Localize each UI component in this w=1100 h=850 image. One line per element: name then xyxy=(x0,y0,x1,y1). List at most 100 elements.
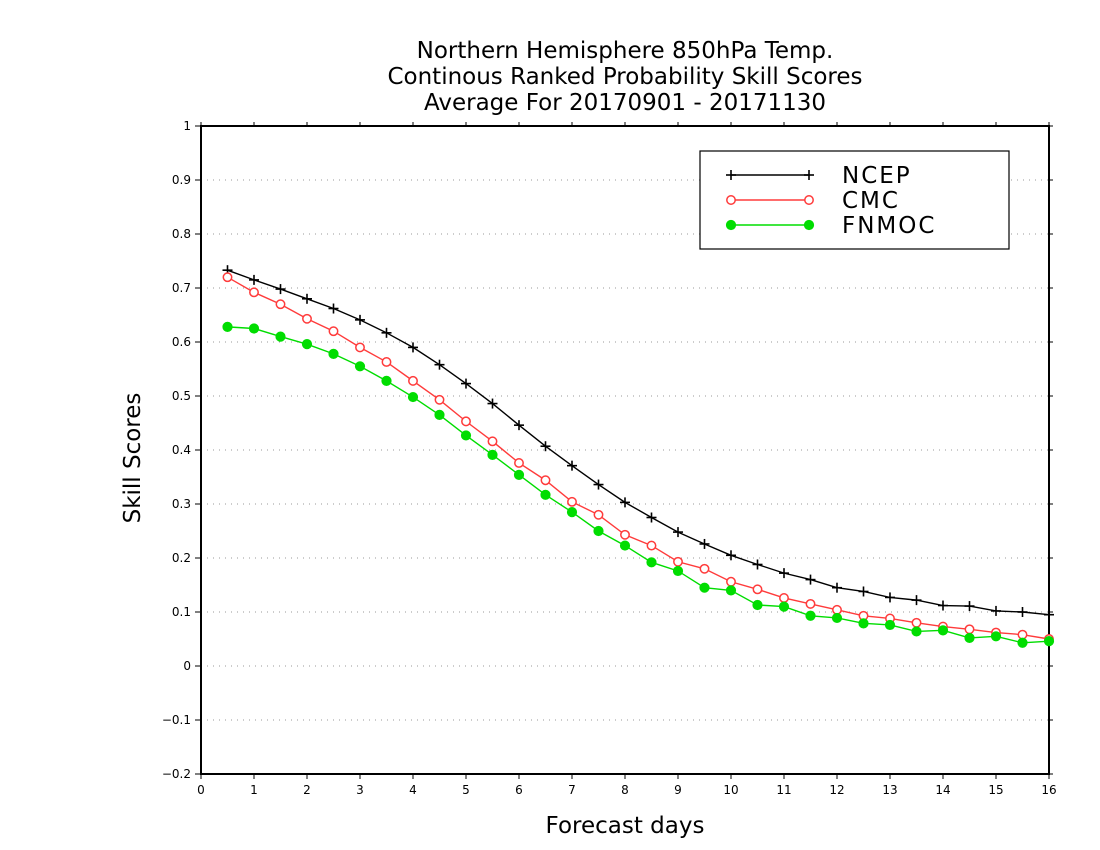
data-point xyxy=(832,582,842,593)
series-ncep xyxy=(222,265,1054,620)
x-axis-label: Forecast days xyxy=(546,813,705,839)
legend-item: CMC xyxy=(726,188,898,214)
data-point xyxy=(514,458,524,468)
data-point xyxy=(249,274,259,285)
data-point xyxy=(646,557,657,568)
x-tick-label: 1 xyxy=(250,783,258,797)
data-point xyxy=(460,430,472,441)
x-tick-label: 7 xyxy=(568,783,576,797)
grid xyxy=(201,179,1049,721)
data-point xyxy=(620,497,630,508)
data-point xyxy=(752,599,763,611)
legend-marker xyxy=(726,170,736,180)
data-point xyxy=(699,538,710,549)
data-point xyxy=(805,610,816,621)
data-point xyxy=(302,313,312,324)
legend-marker xyxy=(803,219,815,231)
data-point xyxy=(328,326,339,337)
data-point xyxy=(354,361,366,372)
data-point xyxy=(673,527,683,538)
data-point xyxy=(249,287,259,298)
y-tick-label: 0.2 xyxy=(172,551,191,565)
y-tick-label: 1 xyxy=(183,119,191,133)
legend-marker xyxy=(804,195,814,205)
y-tick-label: 0.9 xyxy=(172,173,191,187)
ticks: 0 1 2 3 4 5 6 7 8 9 10 11 12 13 14 15 16−0.2−0.100.10.20… xyxy=(162,119,1057,797)
x-tick-label: 13 xyxy=(882,783,897,797)
data-point xyxy=(566,506,578,518)
data-point xyxy=(911,617,922,628)
legend-item: NCEP xyxy=(726,163,912,189)
data-point xyxy=(540,441,551,452)
chart-title: Northern Hemisphere 850hPa Temp.Continou… xyxy=(387,38,862,116)
x-tick-label: 10 xyxy=(723,783,738,797)
legend-box xyxy=(699,150,1010,250)
data-point xyxy=(885,592,895,603)
data-point xyxy=(355,314,365,325)
data-point xyxy=(805,574,816,585)
x-tick-label: 14 xyxy=(935,783,950,797)
data-point xyxy=(778,601,790,612)
x-tick-label: 4 xyxy=(409,783,417,797)
data-point xyxy=(673,556,683,567)
data-point xyxy=(408,375,418,386)
data-point xyxy=(964,624,975,635)
data-point xyxy=(725,585,737,596)
data-point xyxy=(752,559,763,570)
data-point xyxy=(407,391,419,403)
chart-title-line: Average For 20170901 - 20171130 xyxy=(424,90,826,116)
data-point xyxy=(779,568,789,579)
legend-item: FNMOC xyxy=(725,213,936,239)
data-point xyxy=(222,272,233,283)
data-point xyxy=(911,626,922,637)
series xyxy=(222,265,1055,648)
data-point xyxy=(355,342,365,353)
data-point xyxy=(1044,609,1054,620)
y-axis-label: Skill Scores xyxy=(120,393,146,524)
legend-marker xyxy=(726,195,736,205)
data-point xyxy=(540,475,551,486)
data-point xyxy=(487,398,498,409)
data-point xyxy=(1017,607,1028,617)
y-tick-label: 0.3 xyxy=(172,497,191,511)
data-point xyxy=(328,303,339,314)
data-point xyxy=(832,604,842,615)
data-point xyxy=(884,619,896,631)
data-point xyxy=(434,359,445,370)
data-point xyxy=(646,512,657,523)
data-point xyxy=(301,339,313,350)
x-tick-label: 11 xyxy=(776,783,791,797)
y-tick-label: 0.5 xyxy=(172,389,191,403)
data-point xyxy=(487,449,498,460)
data-point xyxy=(858,618,869,629)
data-point xyxy=(964,632,975,644)
y-tick-label: −0.2 xyxy=(162,767,191,781)
data-point xyxy=(275,331,286,342)
data-point xyxy=(699,582,710,593)
x-tick-label: 5 xyxy=(462,783,470,797)
data-point xyxy=(567,496,577,507)
y-tick-label: 0 xyxy=(183,659,191,673)
data-point xyxy=(911,595,922,606)
data-point xyxy=(275,284,286,295)
data-point xyxy=(619,540,631,551)
data-point xyxy=(540,489,551,500)
data-point xyxy=(567,460,577,471)
legend-label: NCEP xyxy=(842,163,912,189)
data-point xyxy=(593,479,604,490)
legend-label: FNMOC xyxy=(842,213,936,239)
data-point xyxy=(990,631,1002,642)
data-point xyxy=(726,576,736,587)
series-line xyxy=(227,276,1050,640)
x-tick-label: 15 xyxy=(988,783,1003,797)
chart-title-line: Northern Hemisphere 850hPa Temp. xyxy=(417,38,834,64)
x-tick-label: 6 xyxy=(515,783,523,797)
data-point xyxy=(434,394,445,405)
data-point xyxy=(381,327,392,338)
data-point xyxy=(434,409,445,420)
series-cmc xyxy=(222,272,1054,644)
x-tick-label: 9 xyxy=(674,783,682,797)
series-fnmoc xyxy=(222,321,1055,648)
chart-title-line: Continous Ranked Probability Skill Score… xyxy=(387,64,862,90)
x-tick-label: 16 xyxy=(1041,783,1056,797)
